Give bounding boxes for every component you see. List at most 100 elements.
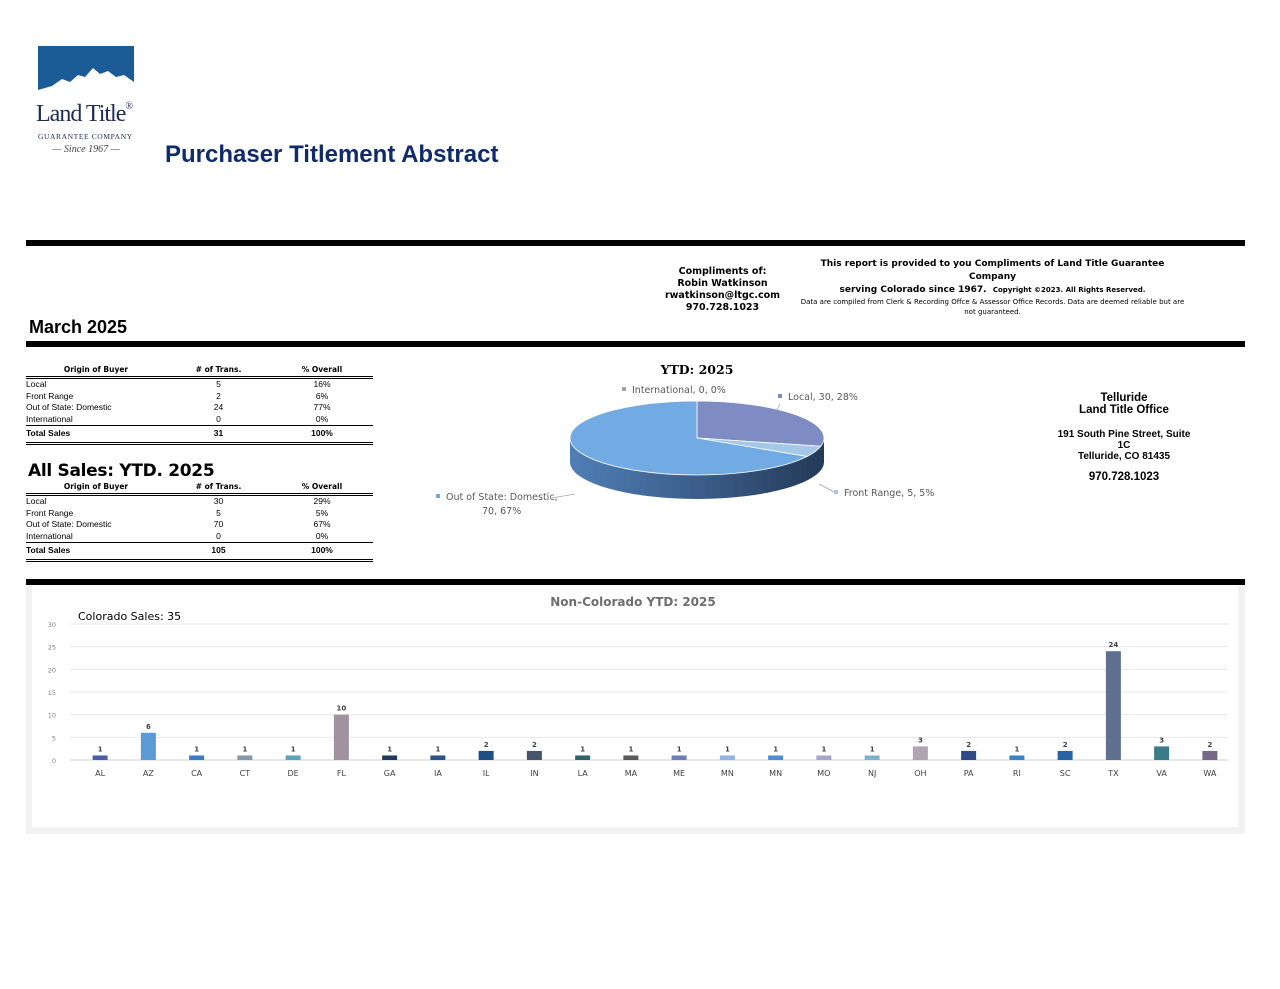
bar [575, 755, 591, 760]
bar [1057, 750, 1073, 760]
total-pct: 100% [271, 425, 373, 445]
row-pct: 29% [313, 496, 331, 506]
x-tick-label: MN [769, 769, 782, 778]
x-tick-label: AL [95, 769, 105, 778]
table-total-row: Total Sales 31 100% [26, 425, 373, 445]
row-origin: Local [26, 496, 47, 506]
office-name: Land Title Office [1079, 404, 1169, 416]
table-header-row: Origin of Buyer # of Trans. % Overall [26, 364, 373, 379]
y-tick-label: 15 [48, 689, 56, 697]
row-pct: 5% [315, 507, 329, 518]
bar-chart-area: Non-Colorado YTD: 2025 Colorado Sales: 35… [32, 586, 1238, 827]
row-origin: Out of State: Domestic [26, 402, 112, 412]
total-label: Total Sales [26, 425, 166, 445]
bar-value-label: 1 [870, 745, 875, 753]
bar-value-label: 1 [628, 745, 633, 753]
header-pct: % Overall [271, 481, 373, 496]
office-info: Telluride Land Title Office 191 South Pi… [1030, 392, 1218, 483]
y-tick-label: 30 [48, 621, 56, 629]
bar [526, 750, 542, 760]
header-origin: Origin of Buyer [26, 364, 166, 379]
bar [671, 755, 687, 760]
x-tick-label: GA [384, 769, 396, 778]
colorado-sales-annotation: Colorado Sales: 35 [78, 610, 181, 623]
row-trans: 5 [216, 507, 221, 518]
row-origin: Out of State: Domestic [26, 519, 112, 529]
bar-value-label: 1 [821, 745, 826, 753]
bar-value-label: 1 [677, 745, 682, 753]
row-pct: 0% [271, 413, 373, 426]
bar-value-label: 1 [242, 745, 247, 753]
bar-value-label: 24 [1109, 641, 1119, 649]
pie-side-band [570, 438, 824, 499]
total-pct: 100% [271, 542, 373, 562]
table-row: Front Range 5 5% [26, 508, 373, 520]
x-tick-label: OH [914, 769, 926, 778]
row-trans: 2 [216, 390, 221, 401]
bar [1202, 750, 1218, 760]
y-tick-label: 20 [48, 666, 56, 674]
y-tick-label: 5 [52, 734, 56, 742]
row-origin: Front Range [26, 507, 74, 518]
bar-value-label: 2 [1207, 741, 1212, 749]
notice-disclaimer: Data are compiled from Clerk & Recording… [800, 298, 1185, 316]
table-row: Front Range 2 6% [26, 391, 373, 403]
row-trans: 0 [166, 413, 271, 426]
bar [768, 755, 784, 760]
office-address-line3: Telluride, CO 81435 [1077, 451, 1171, 462]
row-trans: 0 [166, 530, 271, 543]
row-trans: 70 [213, 519, 224, 529]
row-pct: 67% [313, 519, 331, 529]
row-trans: 30 [213, 496, 224, 506]
bar-chart-title: Non-Colorado YTD: 2025 [550, 595, 715, 609]
row-origin: Local [26, 379, 47, 389]
agent-email: rwatkinson@ltgc.com [664, 290, 781, 301]
bar [382, 755, 398, 760]
total-trans: 31 [166, 425, 271, 445]
bar-value-label: 1 [387, 745, 392, 753]
pie-leader-line [551, 493, 576, 499]
logo-brand: Land Title [36, 101, 126, 127]
bar-value-label: 1 [435, 745, 440, 753]
table-row: Out of State: Domestic 70 67% [26, 519, 373, 531]
pie-slice [696, 400, 825, 447]
bar-chart-svg: Non-Colorado YTD: 2025 Colorado Sales: 35… [48, 595, 1228, 778]
table-row: International 0 0% [26, 413, 373, 426]
bar [961, 750, 977, 760]
company-logo: Land Title® GUARANTEE COMPANY — Since 19… [36, 44, 140, 164]
pie-data-label: Local, 30, 28% [788, 392, 858, 403]
x-tick-label: LA [578, 769, 589, 778]
pie-data-label: Front Range, 5, 5% [844, 488, 934, 499]
x-tick-label: CT [240, 769, 251, 778]
notice-line1: This report is provided to you Complimen… [820, 259, 1165, 282]
table-header-row: Origin of Buyer # of Trans. % Overall [26, 481, 373, 496]
x-tick-label: MO [817, 769, 830, 778]
bar [719, 755, 735, 760]
office-address-line1: 191 South Pine Street, Suite [1057, 429, 1191, 440]
table-total-row: Total Sales 105 100% [26, 542, 373, 562]
row-pct: 77% [313, 402, 331, 412]
office-phone: 970.728.1023 [1088, 471, 1160, 483]
x-tick-label: NJ [868, 769, 876, 778]
row-trans: 5 [216, 379, 221, 389]
row-origin: International [26, 413, 166, 426]
agent-phone: 970.728.1023 [685, 302, 760, 313]
office-city: Telluride [1100, 392, 1148, 404]
bar [140, 732, 156, 760]
logo-since: Since 1967 [63, 144, 109, 155]
ytd-stats-table: Origin of Buyer # of Trans. % Overall Lo… [26, 481, 373, 562]
bar [912, 746, 928, 760]
x-tick-label: TX [1107, 769, 1119, 778]
table-row: Local 5 16% [26, 378, 373, 391]
agent-name: Robin Watkinson [677, 278, 768, 289]
bar-value-label: 1 [773, 745, 778, 753]
row-pct: 0% [271, 530, 373, 543]
bar-value-label: 1 [580, 745, 585, 753]
registered-mark: ® [125, 101, 133, 112]
bar-value-label: 6 [146, 723, 151, 731]
table-row: Out of State: Domestic 24 77% [26, 402, 373, 414]
total-label: Total Sales [26, 542, 166, 562]
x-tick-label: PA [964, 769, 974, 778]
row-pct: 16% [313, 379, 331, 389]
row-origin: International [26, 530, 166, 543]
